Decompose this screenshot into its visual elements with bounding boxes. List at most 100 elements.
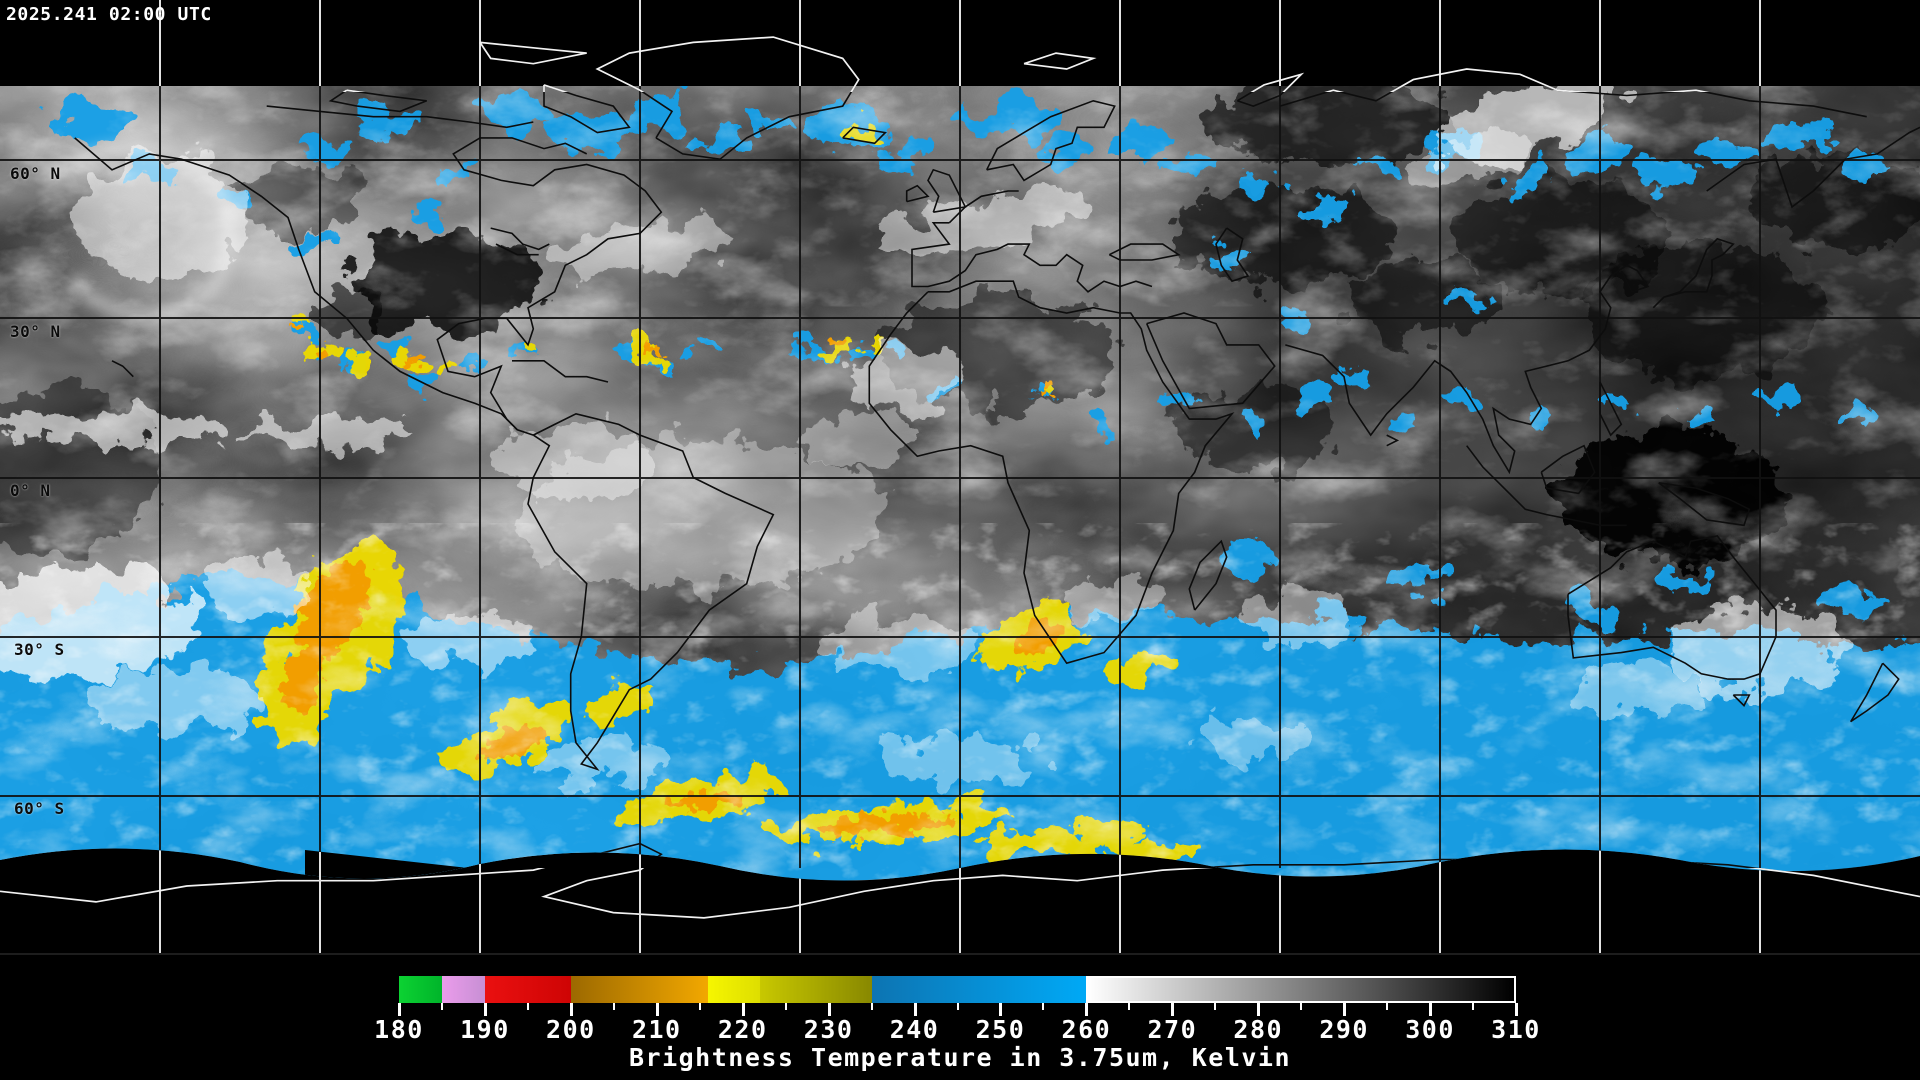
coastline [512,359,609,383]
colorbar-tick [1429,1003,1433,1016]
colorbar [399,976,1516,1003]
coastline [842,126,887,145]
colorbar-tick [483,1003,487,1016]
coastline [111,360,134,378]
colorbar-tick-label: 270 [1147,1015,1198,1044]
colorbar-tick [784,1003,787,1010]
colorbar-tick-label: 210 [631,1015,682,1044]
colorbar-tick [827,1003,831,1016]
lat-label-60s: 60° S [14,799,65,818]
colorbar-tick-label: 190 [460,1015,510,1044]
colorbar-tick [1042,1003,1045,1010]
colorbar-tick-label: 300 [1405,1015,1455,1044]
colorbar-tick [440,1003,443,1010]
timestamp-label: 2025.241 02:00 UTC [6,4,212,25]
coastline [868,280,1235,665]
colorbar-tick [1300,1003,1303,1010]
colorbar-segment [484,976,571,1003]
graticule-wedge-segments [319,852,641,953]
colorbar-tick-label: 200 [546,1015,596,1044]
coastline [74,137,534,436]
coastline [490,227,550,251]
coastline [1215,227,1250,283]
colorbar-tick [612,1003,615,1010]
graticule-dark [0,86,1920,868]
coastlines-arctic [342,36,1710,92]
colorbar-tick [569,1003,573,1016]
colorbar-tick [1171,1003,1175,1016]
coastline [927,168,967,213]
colorbar-tick-label: 180 [374,1015,424,1044]
colorbar-tick-label: 280 [1233,1015,1284,1044]
colorbar-caption: Brightness Temperature in 3.75um, Kelvin [628,1043,1292,1072]
coastline [1540,444,1596,495]
coastlines-antarctic [0,868,1920,919]
colorbar-tick [1515,1003,1518,1016]
colorbar-tick [698,1003,701,1010]
colorbar-legend: 180 190 200 210 220 230 240 250 260 270 280 290 300 3… [0,955,1920,1080]
colorbar-tick-label: 290 [1319,1015,1369,1044]
coastline [1652,237,1735,309]
colorbar-tick [741,1003,745,1016]
coastline [0,868,1920,919]
coastline [527,412,775,771]
coastline [1599,381,1623,437]
colorbar-tick [1214,1003,1217,1010]
coastline [1466,445,1627,527]
colorbar-tick [1472,1003,1475,1010]
coastline [1250,72,1305,92]
colorbar-tick [1257,1003,1261,1016]
coastline [479,41,587,65]
coastline [328,89,427,113]
colorbar-tick-label: 220 [717,1015,768,1044]
colorbar-tick-label: 310 [1491,1015,1541,1044]
coastline [266,105,534,129]
coastline [1145,312,1276,410]
coastline [1279,86,1867,118]
coastline [905,184,930,203]
colorbar-tick-row: 180 190 200 210 220 230 240 250 260 270 280 290 300 3… [374,1003,1539,1048]
coastline [595,86,860,161]
coastline [543,86,631,134]
colorbar-tick [913,1003,917,1016]
colorbar-segment [871,976,1087,1003]
coastline [1386,434,1400,447]
lat-label-equator: 0° N [10,481,51,500]
coastline [1658,482,1751,527]
lat-label-30n: 30° N [10,322,61,341]
colorbar-tick [956,1003,959,1010]
coastline [1023,52,1097,70]
colorbar-tick [1085,1003,1089,1016]
colorbar-tick [1128,1003,1131,1010]
coastline [1732,694,1751,707]
colorbar-tick-label: 260 [1061,1015,1112,1044]
colorbar-segment [570,976,709,1003]
colorbar-tick-label: 240 [889,1015,940,1044]
coastline [948,190,1019,224]
colorbar-tick [870,1003,873,1010]
colorbar-tick [398,1003,401,1016]
colorbar-tick [526,1003,529,1010]
satellite-map-canvas [0,0,1920,955]
lat-label-30s: 30° S [14,640,65,659]
coastline [436,137,663,431]
coastline [1850,662,1900,723]
coastline [911,222,1153,293]
colorbar-segment [708,976,760,1003]
coastline [985,99,1116,182]
coastline [495,243,539,256]
coastline [1324,68,1710,92]
coastline [1108,243,1181,261]
coastline [1706,126,1920,209]
colorbar-tick [1343,1003,1347,1016]
coastline [595,36,860,92]
coastline [1285,264,1650,475]
lat-label-60n: 60° N [10,164,61,183]
colorbar-segment [1086,976,1516,1003]
colorbar-tick [655,1003,659,1016]
colorbar-tick-label: 250 [975,1015,1026,1044]
coastline [1567,535,1777,680]
colorbar-tick-label: 230 [803,1015,854,1044]
missing-data-wedge [305,850,668,881]
